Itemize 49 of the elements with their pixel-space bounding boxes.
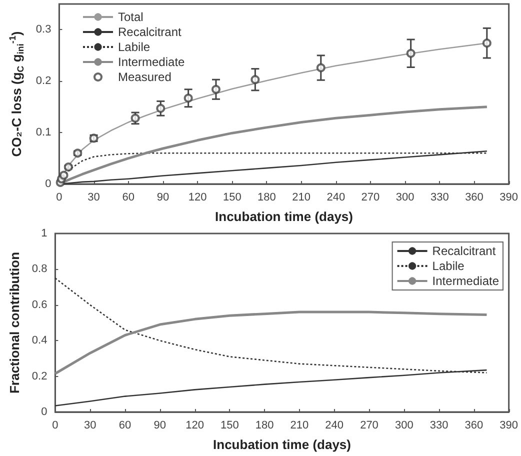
legend-label: Intermediate — [432, 274, 500, 288]
legend-label: Intermediate — [118, 55, 186, 69]
y-axis-title: Fractional contribution — [7, 252, 22, 394]
x-tick-label: 180 — [255, 420, 274, 432]
x-tick-label: 300 — [394, 420, 414, 432]
legend-label: Total — [118, 10, 144, 24]
legend-label: Labile — [432, 259, 465, 273]
y-tick-label: 0.2 — [32, 370, 48, 382]
y-tick-label: 0.1 — [36, 126, 52, 139]
y-tick-label: 0.2 — [36, 75, 52, 88]
legend-label: Measured — [118, 70, 172, 84]
x-tick-label: 30 — [84, 420, 96, 432]
x-tick-label: 120 — [188, 192, 207, 204]
y-tick-label: 0.4 — [32, 334, 48, 347]
x-axis-title: Incubation time (days) — [213, 437, 351, 452]
y-tick-label: 0.8 — [32, 263, 48, 276]
x-tick-label: 30 — [88, 192, 100, 204]
x-tick-label: 330 — [430, 420, 448, 432]
x-tick-label: 210 — [290, 420, 309, 432]
x-tick-label: 150 — [220, 420, 239, 432]
x-tick-label: 360 — [464, 420, 484, 432]
x-tick-label: 330 — [430, 192, 449, 204]
x-tick-label: 360 — [465, 192, 484, 204]
x-tick-label: 180 — [258, 192, 276, 204]
y-tick-label: 0 — [45, 178, 52, 190]
x-tick-label: 240 — [326, 192, 346, 204]
y-axis-title: CO₂-C loss (gC gini-1) — [8, 31, 26, 157]
y-tick-label: 1 — [41, 228, 48, 240]
x-tick-label: 60 — [118, 420, 132, 432]
x-tick-label: 300 — [396, 192, 414, 204]
x-tick-label: 390 — [500, 192, 518, 204]
x-tick-label: 60 — [122, 192, 134, 204]
x-tick-label: 120 — [186, 420, 204, 432]
x-tick-label: 270 — [360, 420, 378, 432]
x-tick-label: 90 — [154, 420, 166, 432]
x-tick-label: 390 — [500, 420, 518, 432]
y-tick-label: 0 — [41, 406, 48, 418]
legend-label: Recalcitrant — [118, 25, 182, 39]
legend-label: Labile — [118, 40, 150, 54]
y-tick-label: 0.3 — [36, 24, 52, 36]
x-tick-label: 150 — [222, 192, 242, 204]
x-tick-label: 0 — [56, 192, 62, 204]
legend-label: Recalcitrant — [432, 244, 496, 258]
x-tick-label: 210 — [292, 192, 310, 204]
x-tick-label: 270 — [361, 192, 380, 204]
y-tick-label: 0.6 — [32, 298, 48, 311]
x-axis-title: Incubation time (days) — [215, 209, 353, 224]
x-tick-label: 90 — [156, 192, 170, 204]
x-tick-label: 240 — [325, 420, 344, 432]
